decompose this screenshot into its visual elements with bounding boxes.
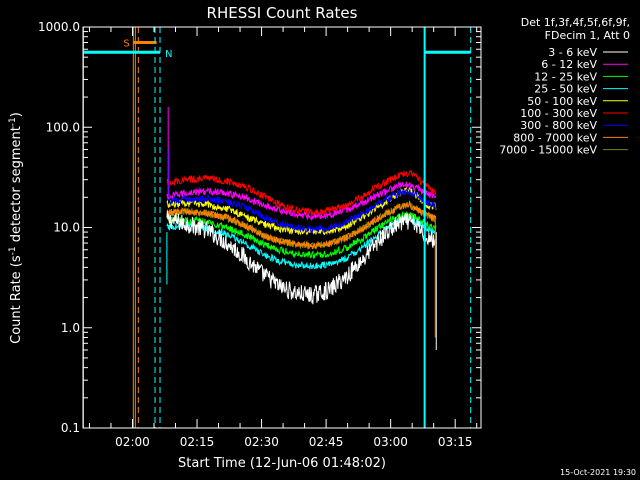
x-tick-label: 02:45: [309, 435, 344, 449]
y-axis-label-part: ): [9, 112, 24, 117]
legend-entry-label: 50 - 100 keV: [527, 95, 597, 108]
x-tick-label: 02:15: [180, 435, 215, 449]
legend-entry-label: 100 - 300 keV: [520, 107, 597, 120]
y-axis: 0.1 1.0 10.0 100.0 1000.0: [38, 20, 481, 435]
series-line: [166, 210, 437, 259]
y-axis-label-exponent: -1: [8, 117, 18, 126]
legend-entry-label: 300 - 800 keV: [520, 119, 597, 132]
legend-entry-label: 7000 - 15000 keV: [499, 144, 597, 157]
saa-label: S: [123, 39, 129, 50]
footer-date: 15-Oct-2021 19:30: [560, 468, 636, 477]
y-tick-label: 10.0: [53, 221, 80, 235]
x-tick-label: 02:00: [115, 435, 150, 449]
y-tick-label: 1.0: [61, 321, 80, 335]
y-axis-label-exponent: -1: [8, 246, 18, 255]
series-line: [166, 181, 437, 222]
x-axis: 02:00 02:15 02:30 02:45 03:00 03:15: [88, 27, 478, 449]
y-axis-label: Count Rate (s-1 detector segment-1): [8, 112, 24, 344]
legend-entry-label: 800 - 7000 keV: [513, 131, 597, 144]
legend-header-line: Det 1f,3f,4f,5f,6f,9f,: [521, 16, 630, 29]
y-tick-label: 100.0: [46, 120, 80, 134]
legend-entry-label: 12 - 25 keV: [534, 70, 597, 83]
legend-entry-label: 3 - 6 keV: [548, 46, 597, 59]
series-line: [166, 169, 437, 217]
x-axis-label: Start Time (12-Jun-06 01:48:02): [178, 456, 386, 471]
y-tick-label: 1000.0: [38, 20, 80, 34]
series-line: [166, 188, 437, 234]
legend-entry-label: 25 - 50 keV: [534, 83, 597, 96]
y-tick-label: 0.1: [61, 421, 80, 435]
legend: Det 1f,3f,4f,5f,6f,9f, FDecim 1, Att 0 3…: [499, 16, 630, 157]
series-layer: [166, 106, 437, 350]
night-label: N: [165, 49, 172, 60]
chart-title: RHESSI Count Rates: [207, 4, 358, 22]
y-axis-label-part: detector segment: [9, 126, 24, 246]
y-axis-label-part: Count Rate (s: [9, 255, 24, 344]
legend-entry-label: 6 - 12 keV: [541, 58, 597, 71]
x-tick-label: 03:00: [373, 435, 408, 449]
x-tick-label: 02:30: [244, 435, 279, 449]
series-line: [166, 200, 437, 250]
series-line: [166, 210, 437, 305]
legend-header-line: FDecim 1, Att 0: [545, 29, 630, 42]
x-tick-label: 03:15: [438, 435, 473, 449]
